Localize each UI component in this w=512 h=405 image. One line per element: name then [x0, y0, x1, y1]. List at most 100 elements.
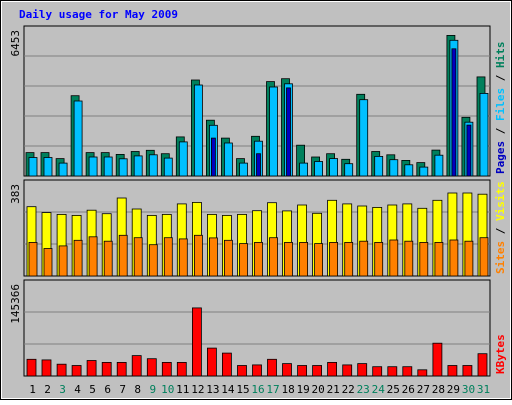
- bar-kbytes-day-29: [447, 365, 458, 377]
- x-tick-label: 13: [206, 383, 219, 396]
- bar-files-day-28: [434, 154, 444, 177]
- bar-files-day-15: [239, 162, 248, 177]
- series-sites: [28, 234, 489, 277]
- bar-files-day-8: [133, 155, 143, 177]
- bar-files-day-3: [58, 162, 68, 177]
- x-tick-label: 4: [74, 383, 81, 396]
- panel-hits-files-pages: 6453 Pages / Files / Hits: [9, 25, 507, 177]
- bar-kbytes-day-1: [26, 358, 37, 377]
- bar-kbytes-day-14: [221, 352, 232, 377]
- bar-kbytes-day-31: [477, 353, 488, 377]
- bar-kbytes-day-25: [387, 366, 398, 377]
- x-tick-label: 19: [296, 383, 309, 396]
- bar-files-day-27: [419, 166, 429, 177]
- outer-highlight: [1, 1, 511, 399]
- chart-title: Daily usage for May 2009: [19, 8, 178, 21]
- bar-files-day-22: [344, 163, 354, 177]
- bar-sites-day-28: [434, 241, 444, 277]
- bar-kbytes-day-26: [402, 366, 413, 377]
- bar-sites-day-30: [464, 240, 474, 277]
- x-tick-label: 8: [134, 383, 141, 396]
- bar-files-day-12: [193, 84, 203, 177]
- panel-frame: [23, 279, 491, 377]
- legend-separator: /: [494, 68, 507, 88]
- bar-kbytes-day-4: [71, 365, 82, 377]
- x-tick-label: 30: [462, 383, 475, 396]
- bar-kbytes-day-28: [432, 342, 443, 377]
- bar-kbytes-day-18: [282, 363, 292, 377]
- x-tick-label: 6: [104, 383, 111, 396]
- bar-kbytes-day-8: [131, 355, 142, 377]
- bar-files-day-5: [88, 156, 98, 177]
- bar-kbytes-day-5: [86, 360, 97, 377]
- bar-files-day-1: [28, 157, 38, 177]
- bar-pages-day-30: [466, 124, 472, 177]
- x-tick-label: 16: [251, 383, 264, 396]
- legend-entry: KBytes: [494, 334, 507, 374]
- legend-entry: Visits: [494, 181, 507, 221]
- y-tick-label: 6453: [9, 30, 22, 57]
- bar-pages-day-13: [210, 137, 216, 177]
- legend-separator: /: [494, 121, 507, 141]
- bar-kbytes-day-2: [41, 359, 52, 377]
- bar-sites-day-9: [148, 244, 158, 277]
- bar-files-day-10: [163, 157, 173, 177]
- bar-sites-day-31: [479, 237, 489, 277]
- x-tick-label: 17: [266, 383, 279, 396]
- bar-files-day-14: [223, 142, 233, 177]
- bar-sites-day-21: [329, 241, 339, 277]
- x-axis-labels: 1 2 3 4 5 6 7 8 9 10 11 12 13 14 15 16 17 18 19 20 21 22 23 24 2…: [29, 383, 490, 396]
- bar-kbytes-day-15: [237, 365, 247, 377]
- x-tick-label: 31: [477, 383, 490, 396]
- bar-kbytes-day-27: [417, 369, 428, 377]
- bar-kbytes-day-6: [101, 361, 112, 377]
- legend-entry: Hits: [494, 42, 507, 69]
- x-tick-label: 20: [311, 383, 324, 396]
- x-tick-label: 12: [191, 383, 204, 396]
- bar-files-day-26: [404, 164, 414, 177]
- bar-sites-day-26: [404, 240, 414, 277]
- bar-kbytes-day-3: [56, 363, 67, 377]
- bar-kbytes-day-20: [312, 365, 323, 377]
- bar-kbytes-day-21: [327, 361, 338, 377]
- x-tick-label: 28: [432, 383, 445, 396]
- x-tick-label: 23: [357, 383, 370, 396]
- bar-sites-day-13: [208, 237, 218, 277]
- bar-files-day-19: [299, 162, 309, 177]
- bar-files-day-2: [43, 157, 53, 177]
- bar-files-day-25: [389, 159, 399, 177]
- bar-files-day-7: [118, 158, 128, 177]
- bar-files-day-11: [178, 141, 188, 177]
- bar-kbytes-day-9: [146, 358, 157, 377]
- bar-sites-day-5: [88, 236, 98, 277]
- panel-visits-sites: 383 Sites / Visits: [9, 179, 507, 277]
- legend-entry: Sites: [494, 241, 507, 274]
- x-tick-label: 15: [236, 383, 249, 396]
- bar-files-day-23: [359, 99, 369, 177]
- bar-files-day-20: [314, 161, 324, 177]
- bar-sites-day-20: [314, 243, 324, 277]
- bar-sites-day-17: [269, 237, 278, 277]
- x-tick-label: 2: [44, 383, 51, 396]
- bar-sites-day-29: [449, 239, 459, 277]
- x-tick-label: 18: [281, 383, 294, 396]
- x-tick-label: 26: [402, 383, 415, 396]
- x-tick-label: 3: [59, 383, 66, 396]
- bar-kbytes-day-19: [297, 365, 308, 377]
- bar-pages-day-29: [451, 48, 457, 177]
- bar-sites-day-3: [58, 245, 68, 277]
- x-tick-label: 7: [119, 383, 126, 396]
- bar-kbytes-day-24: [372, 366, 383, 377]
- bar-kbytes-day-30: [462, 365, 473, 377]
- bar-sites-day-22: [344, 241, 354, 277]
- x-tick-label: 5: [89, 383, 96, 396]
- x-tick-label: 21: [327, 383, 340, 396]
- bar-pages-day-18: [286, 87, 291, 177]
- series-kbytes: [26, 307, 488, 377]
- bar-pages-day-16: [256, 153, 261, 177]
- x-tick-label: 11: [176, 383, 189, 396]
- bar-kbytes-day-7: [116, 361, 127, 377]
- bar-files-day-17: [269, 86, 278, 177]
- bar-sites-day-25: [389, 239, 399, 277]
